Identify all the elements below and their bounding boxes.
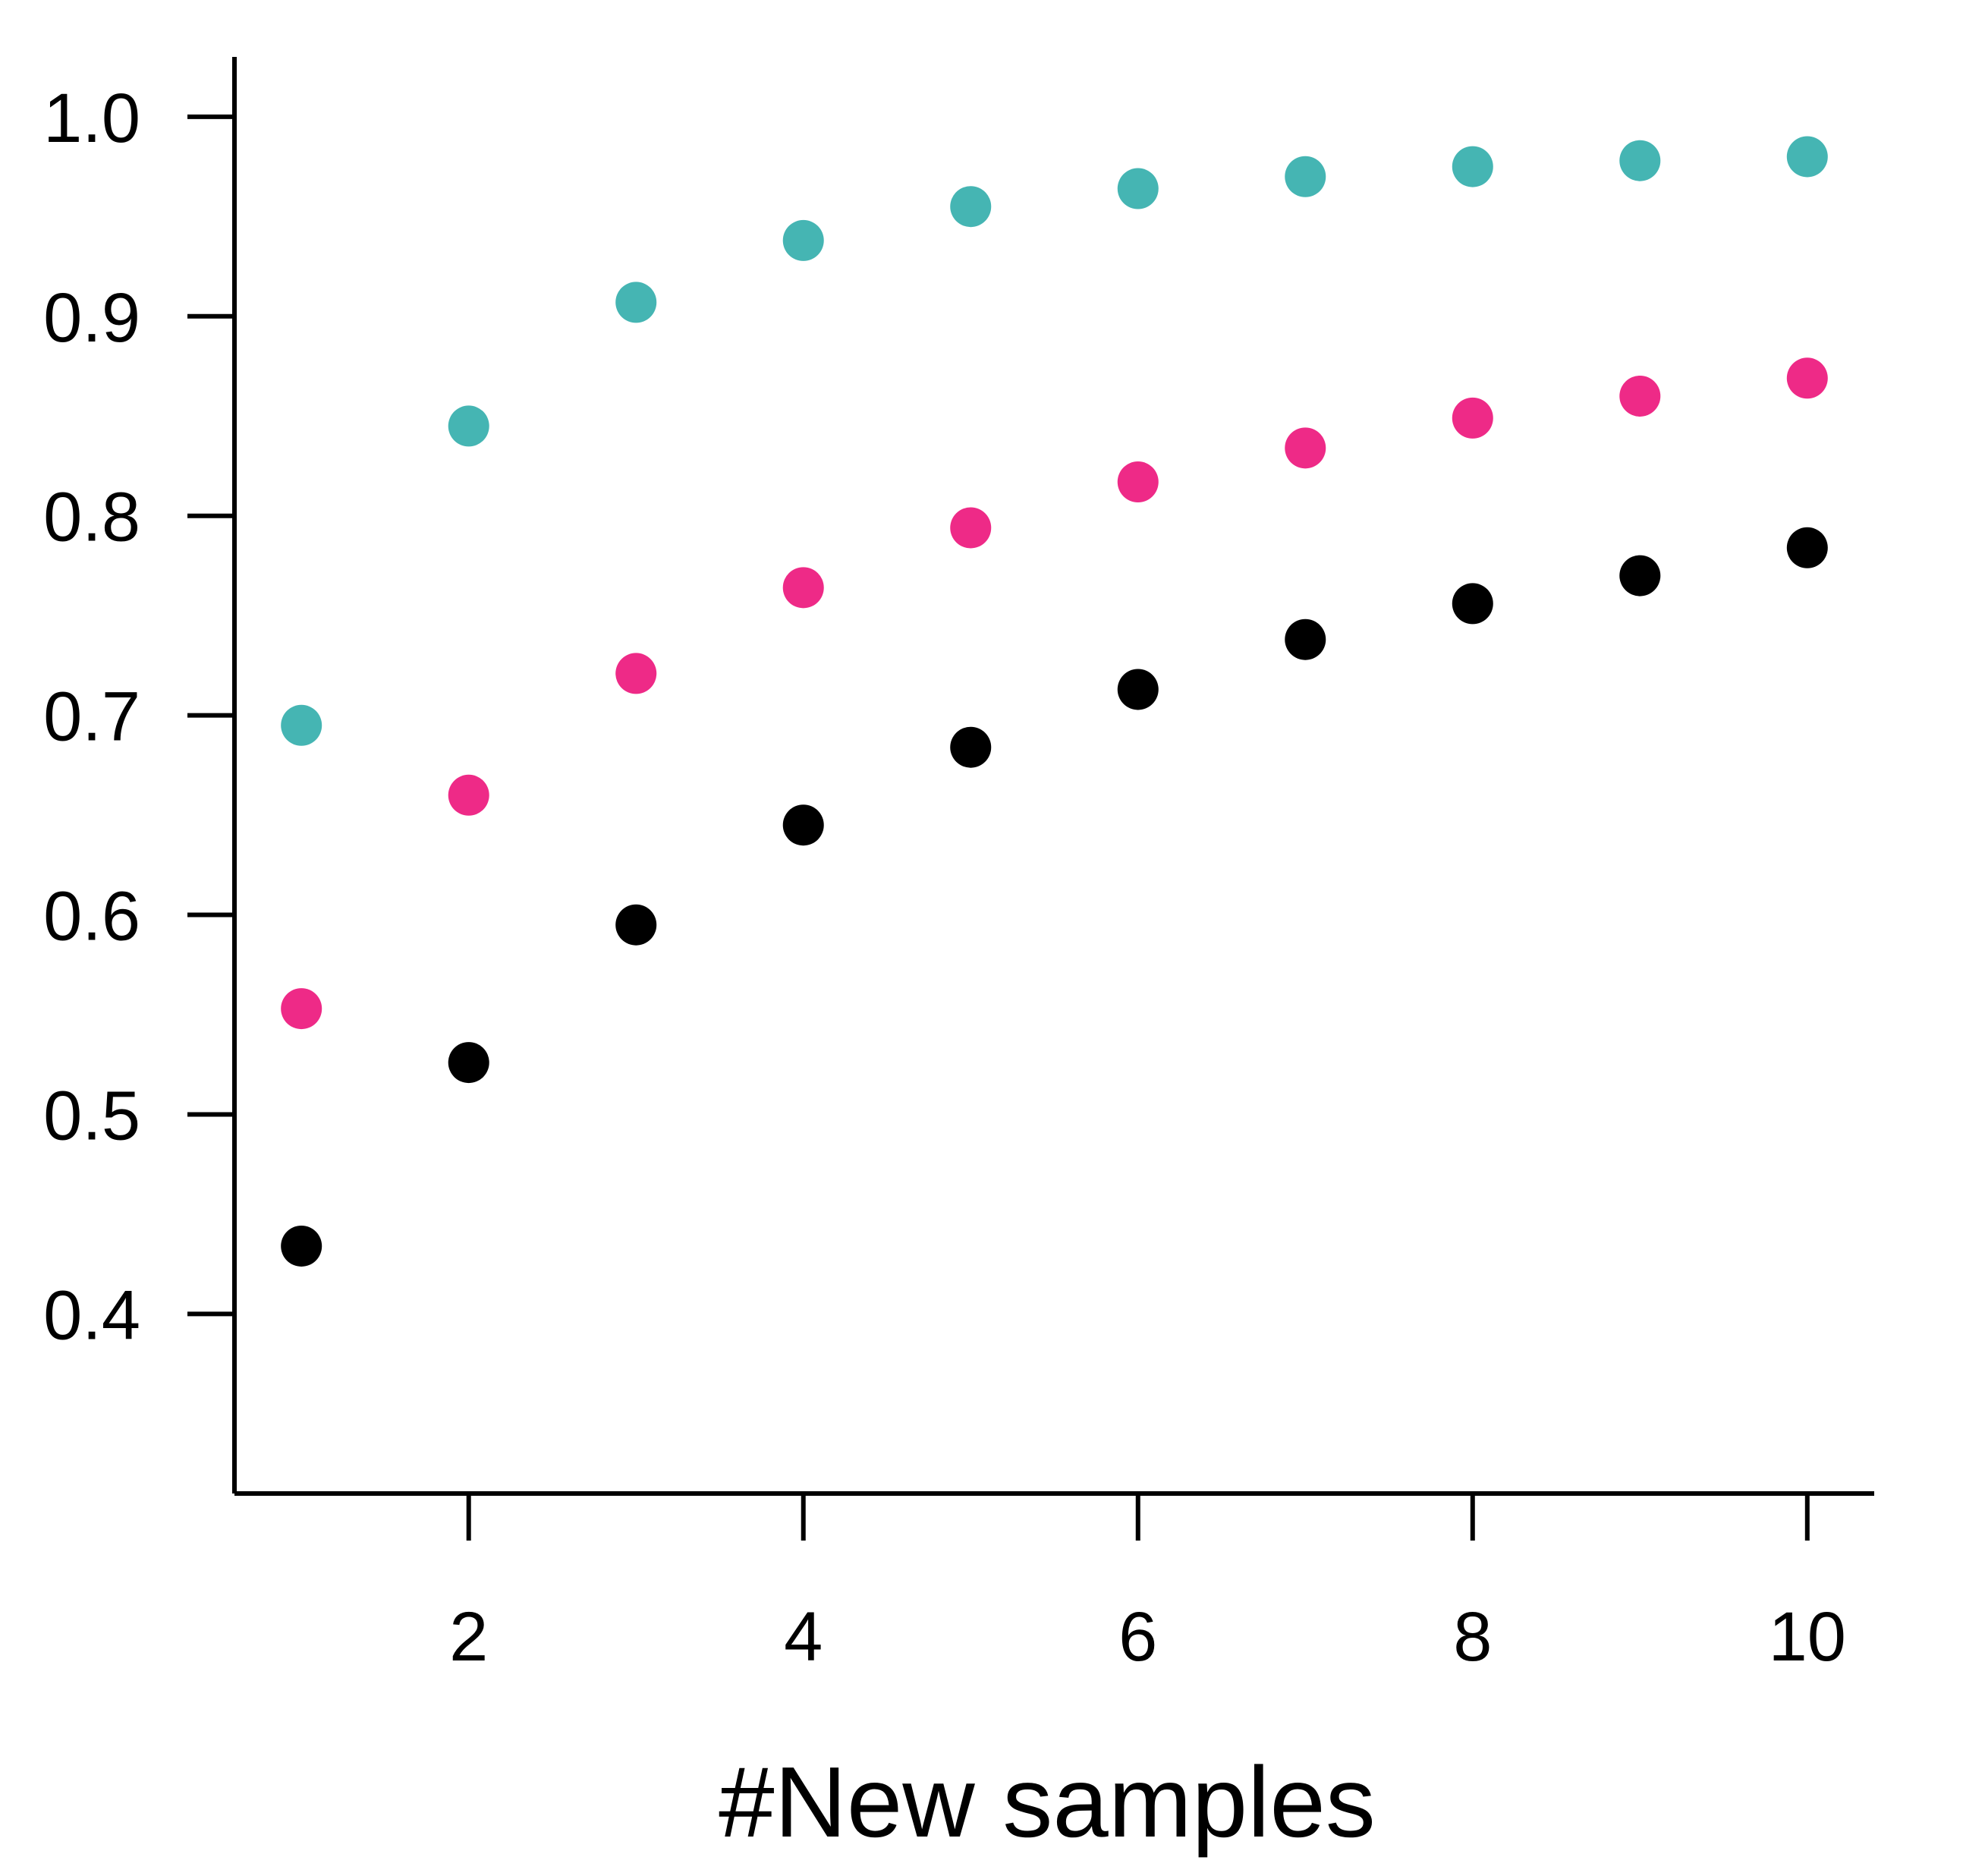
data-points (281, 136, 1828, 1267)
y-tick-label: 0.7 (43, 678, 140, 756)
series-2 (281, 357, 1828, 1030)
series-1 (281, 136, 1828, 746)
data-point (1285, 156, 1326, 197)
data-point (1285, 427, 1326, 469)
y-tick-label: 0.9 (43, 279, 140, 357)
data-point (1452, 583, 1493, 625)
data-point (281, 1225, 322, 1267)
data-point (1452, 146, 1493, 187)
y-tick-label: 1.0 (43, 80, 140, 157)
x-axis-title: #New samples (719, 1746, 1376, 1858)
data-point (448, 405, 489, 447)
data-point (1285, 619, 1326, 660)
data-point (782, 567, 824, 609)
data-point (615, 653, 657, 694)
y-tick-label: 0.4 (43, 1276, 140, 1354)
x-tick-label: 10 (1769, 1598, 1846, 1676)
data-point (1786, 357, 1828, 399)
data-point (281, 704, 322, 746)
data-point (1619, 140, 1661, 181)
y-axis-ticks: 0.4 0.5 0.6 0.7 0.8 0.9 1.0 (43, 80, 234, 1354)
data-point (1619, 555, 1661, 596)
x-tick-label: 8 (1453, 1598, 1492, 1676)
x-axis-ticks: 2 4 6 8 10 (449, 1494, 1846, 1676)
data-point (782, 804, 824, 846)
data-point (1786, 527, 1828, 568)
data-point (1786, 136, 1828, 178)
data-point (1117, 168, 1159, 209)
series-3 (281, 527, 1828, 1267)
data-point (281, 988, 322, 1030)
data-point (615, 282, 657, 323)
data-point (950, 186, 992, 228)
x-tick-label: 2 (449, 1598, 488, 1676)
data-point (782, 219, 824, 261)
y-tick-label: 0.8 (43, 479, 140, 556)
y-tick-label: 0.5 (43, 1077, 140, 1154)
data-point (1619, 375, 1661, 417)
data-point (950, 726, 992, 768)
data-point (1452, 397, 1493, 439)
x-tick-label: 4 (784, 1598, 823, 1676)
data-point (950, 507, 992, 549)
data-point (615, 904, 657, 946)
x-tick-label: 6 (1118, 1598, 1157, 1676)
data-point (448, 1042, 489, 1084)
data-point (448, 774, 489, 816)
data-point (1117, 669, 1159, 710)
data-point (1117, 461, 1159, 503)
y-tick-label: 0.6 (43, 878, 140, 955)
